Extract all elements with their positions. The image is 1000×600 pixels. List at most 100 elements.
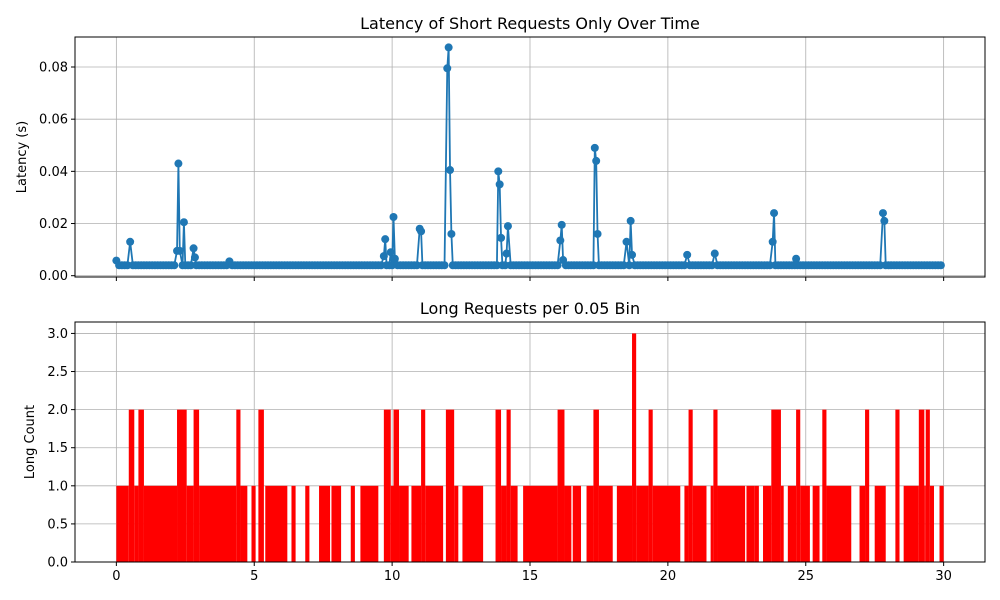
bar — [636, 485, 649, 562]
latency-line-chart: Latency of Short Requests Only Over Time… — [15, 14, 986, 284]
bar — [598, 485, 613, 562]
bar — [874, 485, 886, 562]
bar — [390, 485, 394, 562]
data-point — [379, 252, 388, 261]
bar — [462, 485, 484, 562]
data-point — [186, 261, 195, 270]
data-point — [626, 216, 635, 225]
bar — [648, 409, 653, 562]
data-point — [412, 261, 421, 270]
bar — [796, 409, 801, 562]
data-point — [189, 244, 198, 253]
y-tick-label: 0.00 — [39, 269, 68, 284]
bar — [593, 409, 599, 562]
data-point — [556, 236, 565, 245]
series-line — [115, 47, 941, 267]
y-tick-label: 1.5 — [47, 441, 68, 456]
bar — [399, 485, 409, 562]
chart-title: Long Requests per 0.05 Bin — [420, 299, 640, 318]
data-point — [708, 261, 716, 270]
bar — [258, 409, 264, 562]
bar — [331, 485, 342, 562]
bar — [421, 409, 426, 562]
data-point — [377, 261, 386, 270]
bar — [251, 485, 256, 562]
bar — [240, 485, 248, 562]
data-point — [592, 156, 601, 165]
bar — [393, 409, 400, 562]
data-point — [179, 218, 188, 227]
x-tick-label: 15 — [522, 569, 539, 584]
bar — [652, 485, 681, 562]
bar — [199, 485, 237, 562]
axis-ticks: 0 5 10 15 20 25 30 0.0 0.5 1.0 1.5 2.0 2.5 3.0 — [47, 327, 952, 584]
bar — [918, 409, 925, 562]
bar — [632, 333, 637, 562]
bar — [710, 485, 714, 562]
data-point — [389, 213, 398, 221]
bar — [903, 485, 919, 562]
bar — [800, 485, 810, 562]
data-point — [440, 261, 449, 270]
bar — [411, 485, 422, 562]
y-tick-label: 2.0 — [47, 403, 68, 418]
bar — [510, 485, 518, 562]
x-tick-label: 25 — [797, 569, 814, 584]
y-tick-label: 0.02 — [39, 217, 68, 232]
data-point — [770, 209, 779, 218]
bar — [822, 409, 827, 562]
data-point — [417, 227, 426, 236]
bar — [128, 409, 135, 562]
data-point — [792, 254, 801, 263]
y-tick-label: 1.0 — [47, 479, 68, 494]
bar — [523, 485, 558, 562]
data-point — [589, 261, 598, 270]
y-tick-label: 0.5 — [47, 517, 68, 532]
bar — [305, 485, 310, 562]
x-tick-label: 20 — [660, 569, 677, 584]
data-point — [175, 246, 184, 255]
data-point — [765, 261, 774, 270]
data-point — [447, 229, 456, 238]
bar — [564, 485, 572, 562]
data-point — [553, 261, 562, 270]
bar — [291, 485, 296, 562]
y-tick-label: 2.5 — [47, 365, 68, 380]
data-point — [126, 237, 135, 246]
bar — [826, 485, 852, 562]
bar — [193, 409, 200, 562]
bar — [688, 409, 693, 562]
x-tick-label: 0 — [112, 569, 120, 584]
data-point — [710, 249, 719, 258]
long-requests-bar-chart: Long Requests per 0.05 Bin Long Count 0 5… — [23, 299, 986, 584]
y-tick-label: 0.04 — [39, 165, 68, 180]
data-point — [619, 261, 628, 270]
bar — [692, 485, 707, 562]
bar — [865, 409, 870, 562]
data-point — [446, 166, 455, 175]
bar — [929, 485, 934, 562]
data-point — [880, 216, 889, 225]
data-point — [443, 64, 452, 73]
bar — [425, 485, 444, 562]
data-point — [590, 143, 599, 152]
data-point — [876, 261, 885, 270]
data-point — [390, 254, 399, 263]
bar — [454, 485, 459, 562]
bar — [319, 485, 331, 562]
bar — [506, 409, 511, 562]
data-point — [174, 159, 183, 168]
data-point — [444, 43, 453, 52]
bar — [116, 485, 129, 562]
bar — [771, 409, 781, 562]
bar — [684, 485, 689, 562]
data-point — [503, 222, 512, 231]
data-point — [497, 233, 506, 242]
data-point — [492, 261, 501, 270]
bar — [134, 485, 139, 562]
bar — [895, 409, 900, 562]
bar — [143, 485, 178, 562]
x-tick-label: 5 — [250, 569, 258, 584]
data-point — [388, 261, 397, 270]
